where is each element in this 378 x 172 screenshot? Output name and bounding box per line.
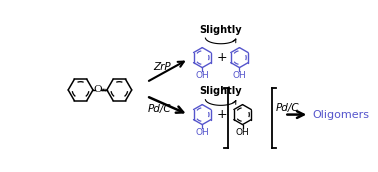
Text: Slightly: Slightly [200, 87, 242, 96]
Text: Pd/C: Pd/C [276, 103, 299, 113]
Text: OH: OH [235, 128, 249, 137]
Text: OH: OH [232, 71, 246, 80]
Text: Slightly: Slightly [200, 25, 242, 35]
Text: Oligomers: Oligomers [312, 110, 369, 120]
Text: OH: OH [195, 128, 209, 137]
Text: Pd/C: Pd/C [148, 104, 172, 114]
Text: +: + [217, 51, 228, 64]
Text: O: O [93, 85, 102, 94]
Text: +: + [217, 108, 228, 121]
Text: OH: OH [195, 71, 209, 80]
Text: ZrP: ZrP [153, 62, 171, 72]
